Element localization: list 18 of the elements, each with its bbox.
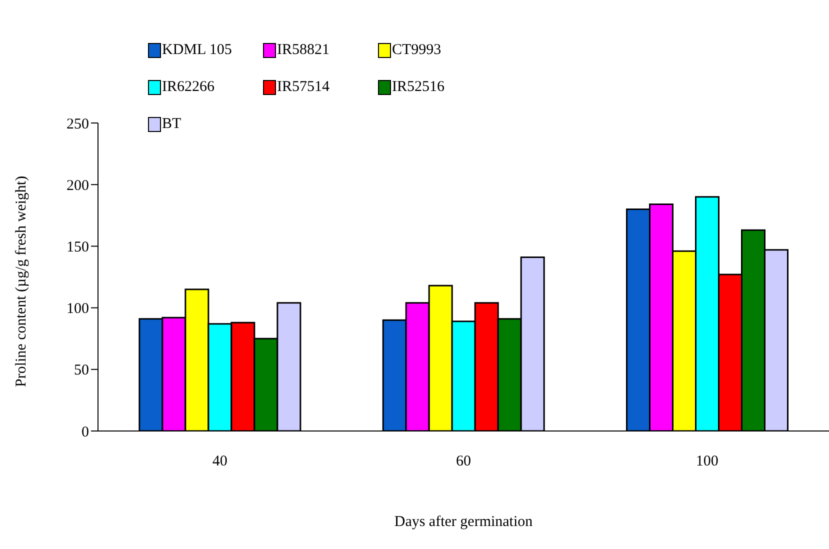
legend-label: IR62266 [162,79,214,96]
x-tick-label: 60 [456,454,471,470]
y-tick-label: 200 [66,178,89,194]
x-tick-label: 100 [696,454,718,470]
legend-label: BT [162,116,182,133]
x-axis-title: Days after germination [394,514,534,530]
legend-label: IR52516 [392,79,444,96]
y-tick-label: 0 [82,424,89,440]
y-tick-label: 250 [66,116,89,132]
y-axis-title: Proline content (µg/g fresh weight) [13,176,30,387]
y-tick-label: 100 [66,301,89,318]
legend-label: KDML 105 [162,42,232,59]
legend-label: IR57514 [277,79,330,96]
x-tick-label: 40 [212,454,228,470]
y-tick-label: 150 [66,240,89,256]
legend-label: IR58821 [277,42,330,59]
legend-label: CT9993 [392,42,442,59]
y-tick-label: 50 [74,362,89,379]
